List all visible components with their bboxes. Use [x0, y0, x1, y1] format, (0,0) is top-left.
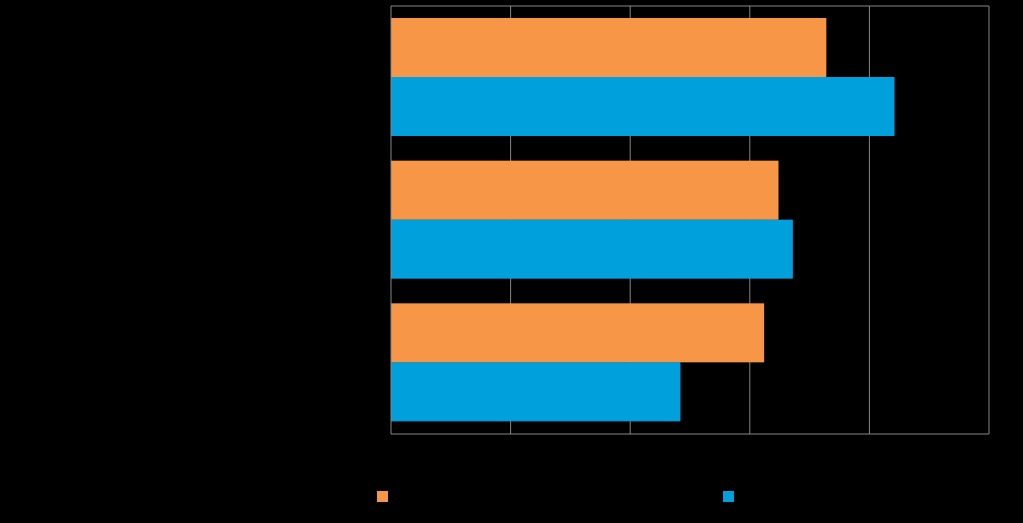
legend-swatch: [377, 491, 388, 502]
bar: [391, 219, 793, 279]
bar: [391, 303, 765, 363]
bar: [391, 18, 827, 77]
bar: [391, 77, 895, 136]
legend-swatch: [723, 491, 734, 502]
bar: [391, 160, 779, 220]
bar: [391, 362, 681, 422]
